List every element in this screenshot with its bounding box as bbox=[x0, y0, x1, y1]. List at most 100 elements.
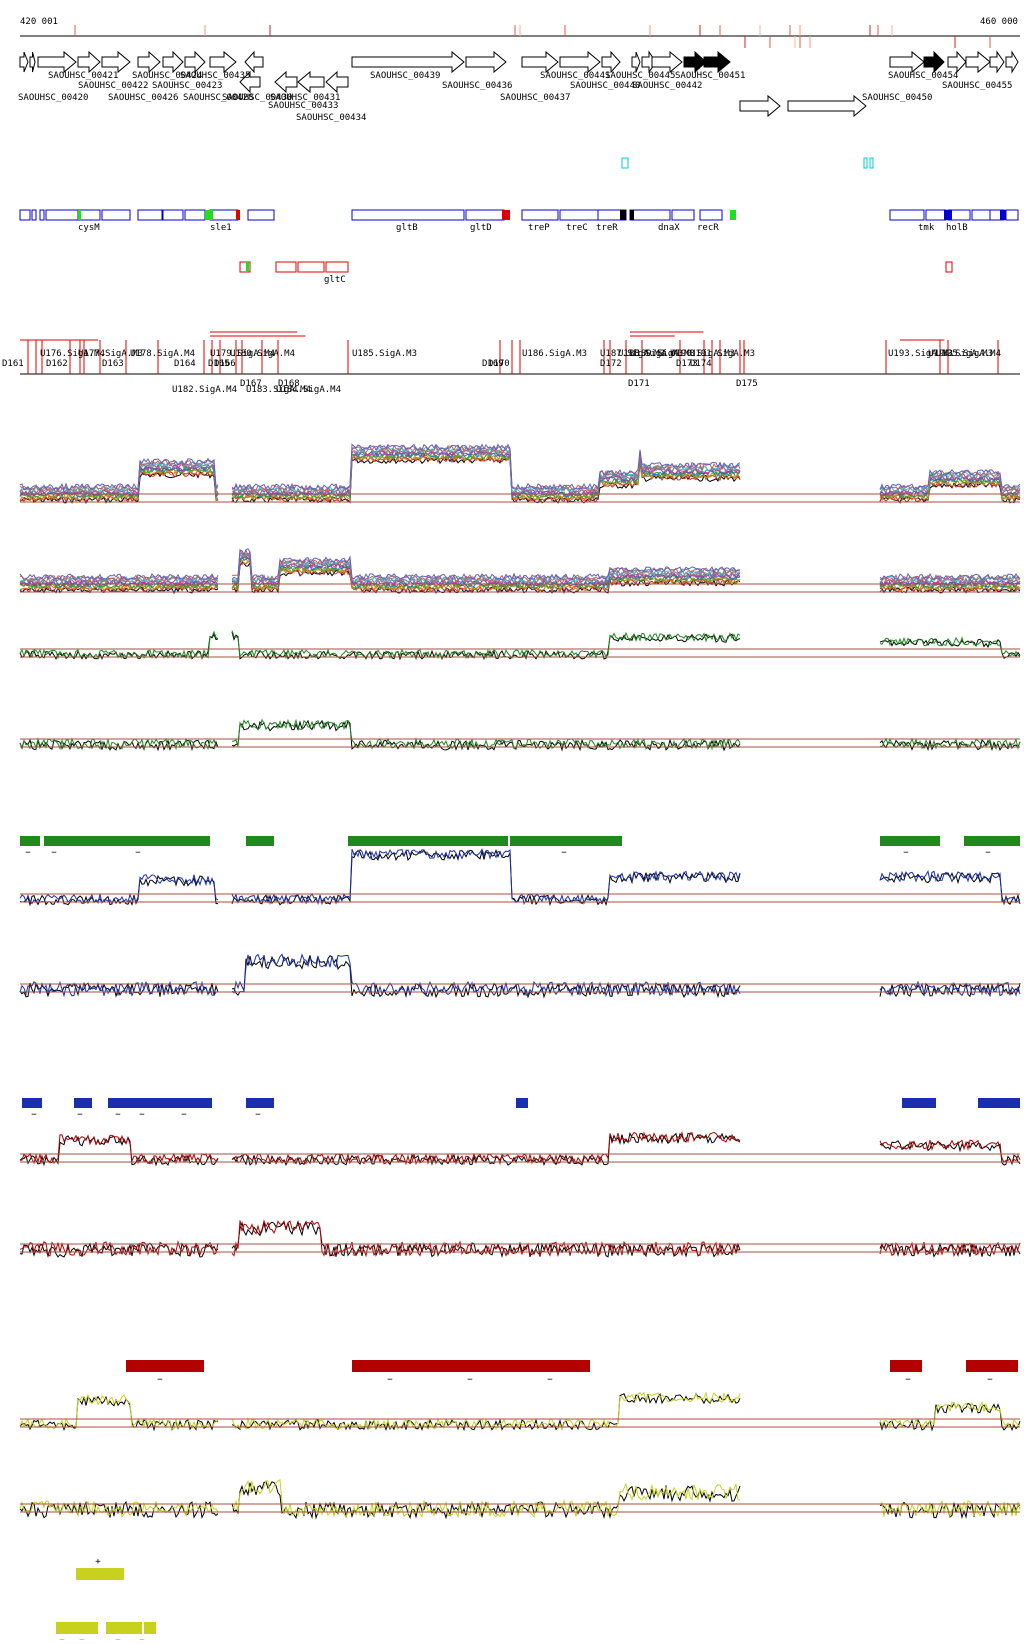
track-layer: SAOUHSC_00421 SAOUHSC_00424SAOUHSC_00435 S… bbox=[2, 25, 1020, 1640]
gene-arrow bbox=[602, 52, 620, 72]
gene-arrow bbox=[78, 52, 100, 72]
segment-bar-yellow bbox=[76, 1568, 124, 1580]
segment-bar-darkred bbox=[966, 1360, 1018, 1372]
gene-box-highlight bbox=[630, 210, 634, 220]
gene-box-red bbox=[946, 262, 952, 272]
gene-arrow bbox=[704, 52, 730, 72]
strand-mark-minus: − bbox=[77, 1110, 83, 1120]
gene-box-blue bbox=[40, 210, 44, 220]
strand-mark-minus: − bbox=[547, 1375, 553, 1385]
cds-label: SAOUHSC_00433 bbox=[268, 101, 338, 111]
segment-bar-yellow bbox=[144, 1622, 156, 1634]
gene-box-highlight bbox=[205, 210, 213, 220]
segment-bar-green bbox=[20, 836, 40, 846]
strand-mark-minus: − bbox=[135, 848, 141, 858]
gene-arrow bbox=[352, 52, 464, 72]
strand-mark-minus: − bbox=[115, 1636, 121, 1640]
upshift-label: U191.SigA.M3 bbox=[690, 349, 755, 359]
gene-name-label: treC bbox=[566, 223, 588, 233]
coordinate-end-label: 460 000 bbox=[980, 17, 1018, 27]
gene-box-blue bbox=[185, 210, 205, 220]
gene-box-highlight bbox=[78, 210, 81, 220]
gene-box-blue bbox=[20, 210, 30, 220]
cds-label: SAOUHSC_00421 bbox=[48, 71, 118, 81]
gene-box-blue bbox=[560, 210, 598, 220]
strand-mark-minus: − bbox=[115, 1110, 121, 1120]
cds-label: SAOUHSC_00422 bbox=[78, 81, 148, 91]
segment-bar-green bbox=[510, 836, 622, 846]
gene-name-label: dnaX bbox=[658, 223, 680, 233]
downshift-label: D175 bbox=[736, 379, 758, 389]
gene-arrow bbox=[560, 52, 600, 72]
expression-trace bbox=[20, 1135, 218, 1164]
cds-label: SAOUHSC_00451 bbox=[675, 71, 745, 81]
downshift-label: D166 bbox=[214, 359, 236, 369]
gene-arrow bbox=[298, 72, 324, 92]
segment-bar-blue bbox=[902, 1098, 936, 1108]
gene-box-blue bbox=[972, 210, 990, 220]
gene-arrow bbox=[30, 52, 35, 72]
expression-trace bbox=[232, 721, 740, 750]
cds-label: SAOUHSC_00437 bbox=[500, 93, 570, 103]
gene-arrow bbox=[20, 52, 28, 72]
gene-box-highlight bbox=[944, 210, 952, 220]
strand-mark-minus: − bbox=[903, 848, 909, 858]
expression-trace bbox=[880, 1501, 1020, 1517]
gene-box-blue bbox=[46, 210, 78, 220]
expression-trace bbox=[20, 875, 218, 904]
downshift-label: D161 bbox=[2, 359, 24, 369]
cds-label: SAOUHSC_00434 bbox=[296, 113, 366, 123]
strand-mark-minus: − bbox=[31, 1110, 37, 1120]
upshift-label: U195.SigA.M4 bbox=[936, 349, 1001, 359]
gene-box-highlight bbox=[502, 210, 510, 220]
gene-arrow bbox=[102, 52, 130, 72]
gene-arrow bbox=[788, 96, 866, 116]
downshift-label: D163 bbox=[102, 359, 124, 369]
gene-box-blue bbox=[32, 210, 36, 220]
gene-arrow bbox=[890, 52, 924, 72]
terminator-mark bbox=[622, 158, 628, 168]
gene-name-label: tmk bbox=[918, 223, 935, 233]
cds-label: SAOUHSC_00440 bbox=[570, 81, 640, 91]
strand-mark-minus: − bbox=[987, 1375, 993, 1385]
segment-bar-blue bbox=[74, 1098, 92, 1108]
strand-mark-minus: − bbox=[561, 848, 567, 858]
segment-bar-blue bbox=[978, 1098, 1020, 1108]
strand-mark-minus: − bbox=[139, 1110, 145, 1120]
gene-arrow bbox=[924, 52, 944, 72]
gene-arrow bbox=[966, 52, 990, 72]
cds-label: SAOUHSC_00439 bbox=[370, 71, 440, 81]
cds-label: SAOUHSC_00450 bbox=[862, 93, 932, 103]
cds-label: SAOUHSC_00442 bbox=[632, 81, 702, 91]
downshift-label: D167 bbox=[240, 379, 262, 389]
downshift-label: D174 bbox=[690, 359, 712, 369]
strand-mark-minus: − bbox=[905, 1375, 911, 1385]
terminator-mark bbox=[870, 158, 873, 168]
strand-mark-minus: − bbox=[181, 1110, 187, 1120]
gene-box-red bbox=[326, 262, 348, 272]
gene-arrow bbox=[948, 52, 966, 72]
gene-box-blue bbox=[700, 210, 722, 220]
gene-box-blue bbox=[926, 210, 946, 220]
gene-box-blue bbox=[890, 210, 924, 220]
strand-mark-minus: − bbox=[157, 1375, 163, 1385]
upshift-label: U180.SigA.M4 bbox=[230, 349, 295, 359]
coordinate-start-label: 420 001 bbox=[20, 17, 58, 27]
segment-bar-yellow bbox=[106, 1622, 142, 1634]
strand-mark-minus: − bbox=[139, 1636, 145, 1640]
upshift-label: U185.SigA.M3 bbox=[352, 349, 417, 359]
gene-arrow bbox=[38, 52, 76, 72]
gene-box-red bbox=[276, 262, 296, 272]
segment-bar-blue bbox=[108, 1098, 212, 1108]
cds-label: SAOUHSC_00420 bbox=[18, 93, 88, 103]
segment-bar-blue bbox=[516, 1098, 528, 1108]
gene-arrow bbox=[326, 72, 348, 92]
downshift-label: D164 bbox=[174, 359, 196, 369]
segment-bar-green bbox=[44, 836, 210, 846]
terminator-mark bbox=[864, 158, 867, 168]
gene-box-blue bbox=[138, 210, 162, 220]
gene-box-highlight bbox=[246, 262, 249, 272]
gene-arrow bbox=[1006, 52, 1018, 72]
cds-label: SAOUHSC_00454 bbox=[888, 71, 958, 81]
